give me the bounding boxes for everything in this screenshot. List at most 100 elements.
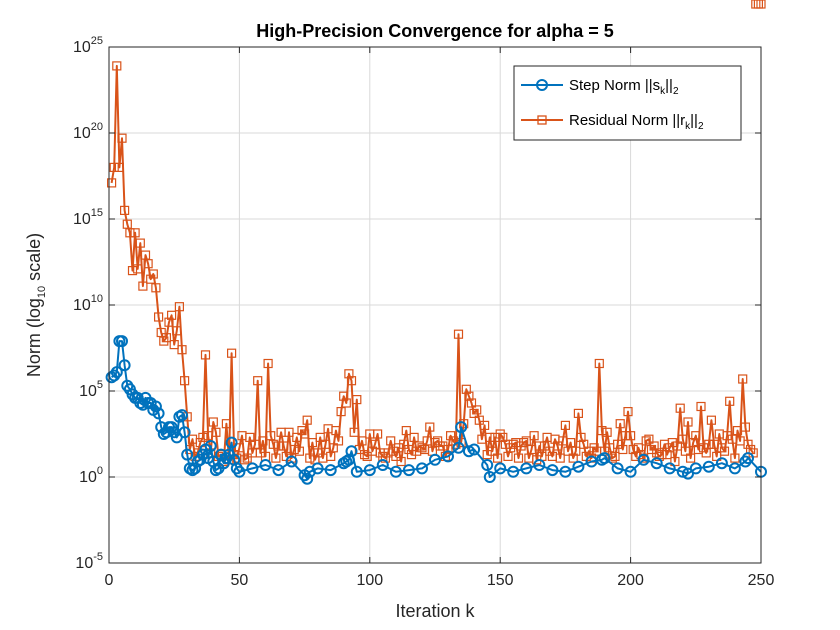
residual-norm-point — [667, 438, 677, 448]
residual-norm-point — [633, 443, 644, 453]
residual-norm-point — [331, 426, 341, 436]
residual-norm-point — [607, 453, 617, 463]
residual-norm-point — [151, 283, 161, 293]
step-norm-point — [363, 464, 376, 477]
residual-norm-point — [594, 358, 604, 369]
residual-norm-point — [672, 441, 683, 451]
residual-norm-point — [380, 453, 390, 463]
residual-norm-point — [433, 436, 443, 446]
step-norm-point — [118, 359, 131, 372]
step-norm-point — [546, 464, 559, 477]
step-norm-point — [149, 400, 162, 413]
residual-norm-point — [704, 439, 714, 449]
residual-norm-point — [279, 441, 289, 451]
residual-norm-point — [242, 453, 252, 463]
residual-norm-point — [466, 398, 477, 408]
residual-norm-point — [756, 0, 766, 9]
step-norm-point — [483, 471, 496, 483]
step-norm-point — [598, 452, 611, 465]
legend-label-step-norm-sub: k — [660, 86, 666, 97]
legend-label-step-norm-main: Step Norm ||s — [569, 77, 660, 94]
residual-norm-point — [263, 358, 273, 369]
step-norm-point — [186, 464, 199, 477]
residual-norm-point — [480, 420, 490, 430]
residual-norm-point — [119, 205, 130, 215]
step-norm-point — [455, 421, 468, 434]
residual-norm-point — [386, 436, 396, 446]
y-tick-label: 1010 — [73, 293, 103, 314]
residual-norm-point — [180, 376, 190, 386]
residual-norm-point — [305, 453, 315, 463]
residual-norm-point — [539, 441, 550, 451]
legend-label-step-norm-bars: || — [665, 77, 673, 94]
legend-label-residual-norm: Residual Norm ||rk||2 — [569, 112, 704, 132]
residual-norm-point — [625, 431, 636, 441]
x-tick-label: 150 — [487, 572, 514, 589]
step-norm-point — [225, 436, 238, 449]
residual-norm-point — [401, 426, 411, 436]
residual-norm-point — [443, 444, 453, 455]
series-residual-norm — [106, 0, 766, 467]
legend-box — [513, 65, 742, 141]
step-norm-point — [259, 459, 272, 471]
residual-norm-point — [719, 446, 730, 456]
step-norm-point — [462, 445, 475, 458]
residual-norm-point — [211, 427, 221, 437]
step-norm-point — [702, 460, 715, 473]
step-norm-point — [559, 465, 572, 478]
ticks: 0 50 100 150 200 250 10-5 100 105 1010 1015 1020 102… — [73, 35, 774, 589]
residual-norm-point — [688, 438, 698, 448]
step-norm-point — [209, 464, 222, 477]
residual-norm-point — [602, 427, 612, 437]
residual-norm-point — [406, 450, 417, 460]
legend-label-residual-norm-bars: || — [690, 112, 698, 129]
x-tick-label: 100 — [356, 572, 383, 589]
chart-title: High-Precision Convergence for alpha = 5 — [256, 21, 614, 41]
y-axis-label: Norm (log10 scale) — [24, 233, 48, 377]
residual-norm-point — [297, 426, 307, 436]
residual-norm-point — [143, 259, 153, 269]
residual-norm-point — [258, 436, 268, 446]
residual-norm-point — [370, 439, 380, 449]
residual-norm-point — [545, 446, 555, 456]
residual-norm-point — [106, 178, 117, 188]
residual-norm-point — [446, 431, 456, 441]
residual-norm-point — [725, 396, 735, 406]
residual-norm-point — [125, 228, 135, 238]
legend-marker-step-norm — [536, 79, 548, 91]
residual-norm-point — [122, 219, 132, 229]
residual-norm-point — [573, 408, 584, 418]
residual-norm-point — [485, 432, 495, 442]
y-tick-label: 1020 — [73, 121, 103, 142]
step-norm-point — [507, 465, 520, 478]
legend-label-step-norm-sub2: 2 — [673, 86, 679, 97]
step-norm-point — [230, 462, 243, 475]
step-norm-point — [416, 462, 428, 475]
step-norm-point — [181, 448, 194, 461]
residual-norm-point — [738, 374, 748, 384]
residual-norm-point — [685, 453, 696, 463]
series-layer — [105, 0, 767, 485]
residual-norm-point — [740, 422, 751, 432]
legend-label-residual-norm-sub: k — [685, 121, 691, 132]
step-norm-point — [742, 452, 754, 465]
residual-norm-point — [146, 274, 156, 284]
step-norm-point — [572, 460, 585, 473]
residual-norm-point — [138, 281, 148, 291]
residual-norm-point — [474, 415, 484, 425]
residual-norm-point — [245, 432, 255, 442]
residual-norm-point — [161, 333, 171, 343]
residual-norm-point — [560, 420, 571, 430]
residual-norm-point — [172, 326, 182, 336]
step-norm-point — [136, 398, 149, 411]
residual-norm-point — [472, 405, 482, 415]
residual-norm-point — [336, 407, 346, 417]
residual-norm-point — [565, 438, 576, 448]
step-norm-point — [246, 462, 259, 475]
residual-norm-point — [130, 228, 140, 238]
residual-norm-point — [493, 453, 503, 463]
residual-norm-point — [135, 238, 145, 248]
residual-norm-point — [571, 446, 581, 456]
y-tick-label: 1025 — [73, 35, 103, 56]
residual-norm-point — [730, 453, 740, 463]
